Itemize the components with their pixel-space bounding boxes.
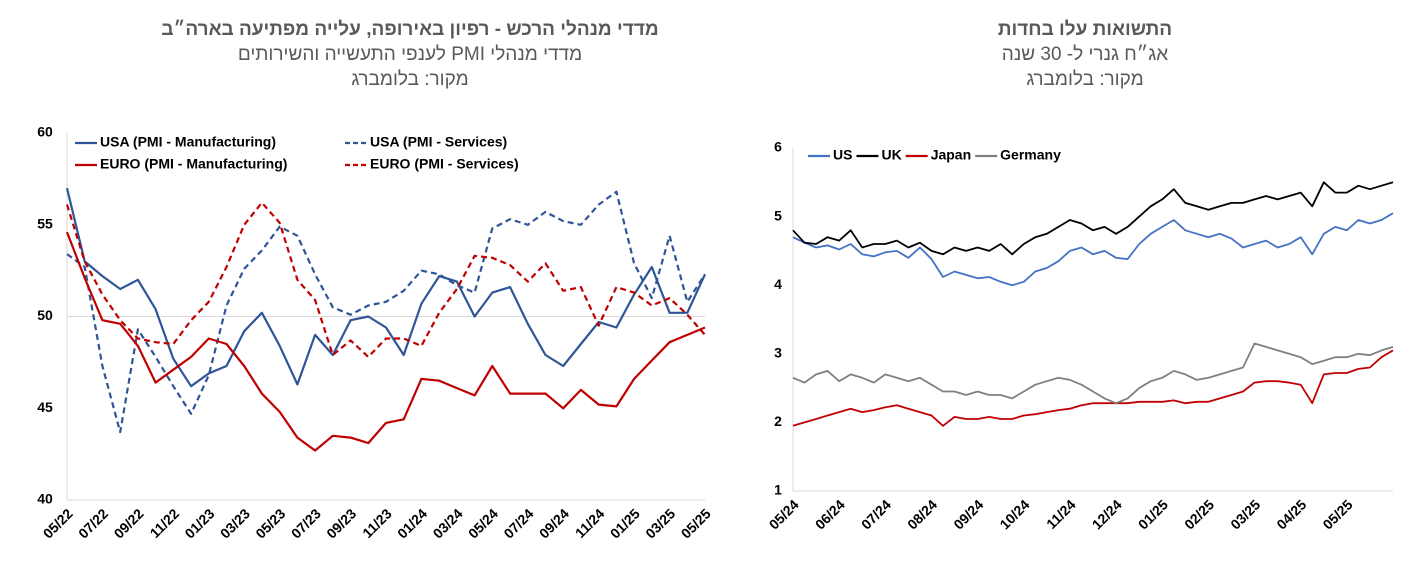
x-tick-label: 05/24 bbox=[465, 505, 501, 541]
y-tick-label: 60 bbox=[37, 124, 53, 140]
x-tick-label: 11/22 bbox=[147, 505, 183, 541]
series-line bbox=[792, 212, 1394, 287]
title-block: התשואות עלו בחדות אג״ח גנרי ל- 30 שנה מק… bbox=[735, 17, 1410, 92]
chart-title: מדדי מנהלי הרכש - רפיון באירופה, עלייה מ… bbox=[161, 19, 659, 40]
legend-label: US bbox=[833, 147, 852, 163]
legend-label: EURO (PMI - Services) bbox=[370, 156, 519, 172]
x-tick-label: 03/25 bbox=[642, 505, 678, 541]
x-tick-label: 05/22 bbox=[40, 505, 76, 541]
x-tick-label: 05/24 bbox=[766, 496, 802, 532]
legend-label: USA (PMI - Manufacturing) bbox=[100, 134, 276, 150]
x-tick-label: 07/22 bbox=[75, 505, 111, 541]
series-line bbox=[792, 349, 1394, 427]
x-tick-label: 09/24 bbox=[536, 505, 572, 541]
x-tick-label: 11/24 bbox=[572, 505, 608, 541]
y-tick-label: 45 bbox=[37, 399, 53, 415]
x-tick-label: 03/24 bbox=[430, 505, 466, 541]
y-tick-label: 40 bbox=[37, 491, 53, 507]
x-tick-label: 06/24 bbox=[812, 496, 848, 532]
series-line bbox=[65, 201, 706, 358]
x-tick-label: 07/24 bbox=[500, 505, 536, 541]
series-line bbox=[65, 187, 706, 388]
series-line bbox=[65, 231, 706, 452]
x-tick-label: 01/25 bbox=[1135, 496, 1171, 532]
chart-subtitle: אג״ח גנרי ל- 30 שנה bbox=[1001, 44, 1169, 65]
y-tick-label: 55 bbox=[37, 215, 53, 231]
legend-label: Japan bbox=[931, 147, 971, 163]
series-line bbox=[66, 190, 706, 434]
y-tick-label: 4 bbox=[774, 276, 782, 292]
legend-label: USA (PMI - Services) bbox=[370, 134, 507, 150]
title-block: מדדי מנהלי הרכש - רפיון באירופה, עלייה מ… bbox=[60, 17, 760, 92]
y-tick-label: 5 bbox=[774, 207, 782, 223]
chart-source: מקור: בלומברג bbox=[351, 69, 469, 90]
x-tick-label: 05/25 bbox=[678, 505, 714, 541]
x-tick-label: 03/23 bbox=[217, 505, 253, 541]
x-tick-label: 07/24 bbox=[858, 496, 894, 532]
chart-subtitle: מדדי מנהלי PMI לענפי התעשייה והשירותים bbox=[237, 44, 583, 65]
x-tick-label: 09/23 bbox=[323, 505, 359, 541]
x-tick-label: 03/25 bbox=[1227, 496, 1263, 532]
x-tick-label: 12/24 bbox=[1089, 496, 1125, 532]
chart-title: התשואות עלו בחדות bbox=[997, 19, 1173, 40]
x-tick-label: 04/25 bbox=[1273, 496, 1309, 532]
x-tick-label: 01/24 bbox=[394, 505, 430, 541]
x-tick-label: 05/23 bbox=[252, 505, 288, 541]
y-tick-label: 50 bbox=[37, 307, 53, 323]
x-tick-label: 01/25 bbox=[607, 505, 643, 541]
x-tick-label: 08/24 bbox=[904, 496, 940, 532]
x-tick-label: 09/22 bbox=[111, 505, 147, 541]
x-tick-label: 01/23 bbox=[181, 505, 217, 541]
x-tick-label: 10/24 bbox=[996, 496, 1032, 532]
chart-source: מקור: בלומברג bbox=[1026, 69, 1144, 90]
x-tick-label: 11/23 bbox=[359, 505, 395, 541]
x-tick-label: 11/24 bbox=[1043, 496, 1079, 532]
x-tick-label: 07/23 bbox=[288, 505, 324, 541]
y-tick-label: 6 bbox=[774, 139, 782, 155]
series-line bbox=[792, 181, 1394, 256]
legend-label: Germany bbox=[1000, 147, 1061, 163]
series-line bbox=[792, 342, 1394, 405]
x-tick-label: 05/25 bbox=[1319, 496, 1355, 532]
legend-label: UK bbox=[881, 147, 901, 163]
legend-label: EURO (PMI - Manufacturing) bbox=[100, 156, 287, 172]
x-tick-label: 09/24 bbox=[950, 496, 986, 532]
y-tick-label: 3 bbox=[774, 345, 782, 361]
y-tick-label: 1 bbox=[774, 482, 782, 498]
y-tick-label: 2 bbox=[774, 413, 782, 429]
x-tick-label: 02/25 bbox=[1181, 496, 1217, 532]
